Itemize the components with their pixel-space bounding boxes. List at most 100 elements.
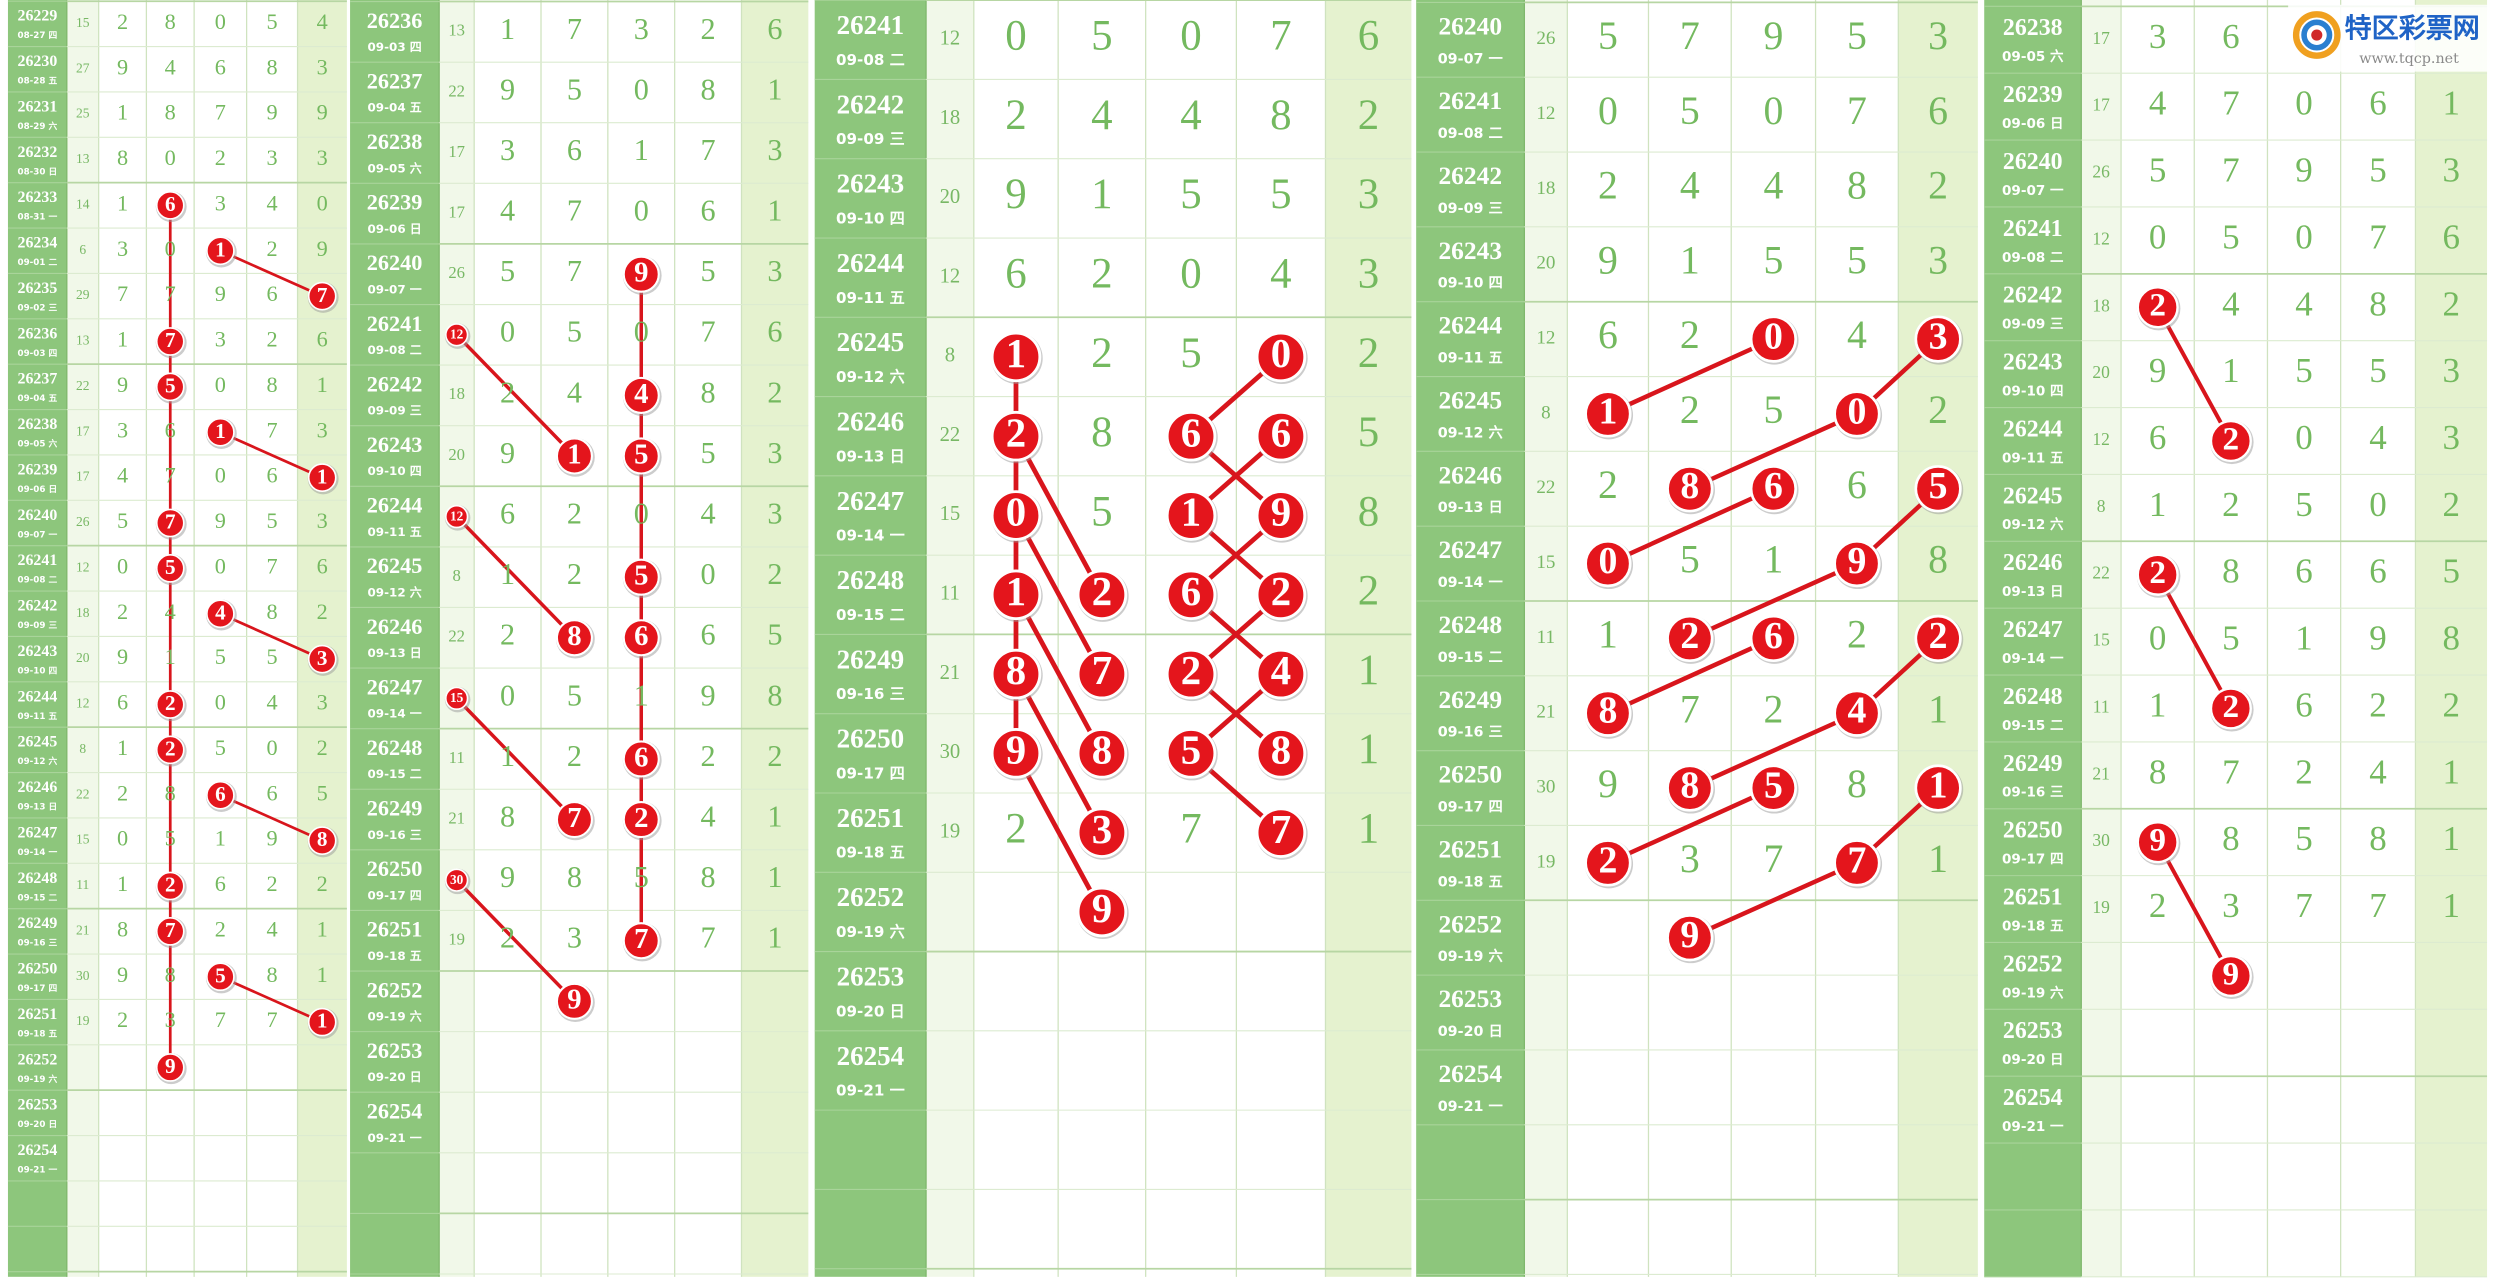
draw-date: 09-11 五 [18,711,58,722]
sum-value: 21 [940,662,961,684]
digit: 9 [500,72,515,106]
issue-number: 26252 [1438,909,1502,938]
sum-value: 13 [448,21,465,40]
digit: 2 [500,618,515,652]
digit: 8 [567,620,581,652]
digit: 1 [215,826,226,851]
highlight-circle [1749,764,1798,812]
last-digit: 6 [1928,89,1948,133]
last-digit: 2 [2442,485,2459,524]
digit: 6 [2295,552,2312,591]
digit: 0 [701,557,716,591]
sum-value: 12 [1536,103,1555,124]
connector-line [219,612,323,661]
digit: 7 [165,510,176,534]
issue-number: 26241 [18,552,58,569]
grid-layer [7,0,2488,1278]
digit: 0 [1180,13,1201,60]
digit: 2 [165,691,176,715]
sum-value: 18 [76,605,90,620]
digit: 5 [634,560,648,592]
draw-date: 09-06 日 [2002,116,2063,132]
last-digit: 1 [1358,805,1379,852]
digit: 8 [2222,819,2239,858]
bg-layer [7,0,2488,1277]
sum-value: 8 [452,566,460,585]
digit: 4 [117,463,128,488]
sum-value: 15 [1536,552,1555,573]
sum-value: 30 [76,968,90,983]
sum-value: 19 [76,1013,90,1028]
last-digit: 3 [317,508,328,533]
digit: 9 [2149,351,2166,390]
draw-date: 09-21 一 [2002,1119,2064,1135]
digit: 2 [500,921,515,955]
issue-number: 26253 [18,1097,58,1114]
digit: 0 [215,463,226,488]
highlight-circle [155,508,185,538]
digit: 7 [267,1007,278,1032]
digit: 8 [117,145,128,170]
sum-value: 14 [76,196,90,211]
digit: 0 [1763,89,1783,133]
digit: 6 [1598,313,1618,357]
digit: 5 [1270,171,1291,218]
digit: 0 [2149,217,2166,256]
highlight-circle [1255,648,1307,700]
digit: 7 [701,921,716,955]
circles-layer [155,191,2254,1085]
highlight-circle [1255,410,1307,462]
issue-number: 26249 [1438,685,1502,714]
digit: 8 [1271,728,1291,773]
connector-line [1606,786,1775,865]
digit: 5 [1091,488,1112,535]
digit: 8 [267,962,278,987]
highlight-circle [990,569,1042,621]
digit: 8 [2222,552,2239,591]
digit: 6 [267,463,278,488]
digit: 8 [567,860,582,894]
last-digit: 4 [317,9,328,34]
last-digit: 3 [1358,171,1379,218]
connector-line [1688,411,1858,491]
highlight-circle [2136,286,2179,329]
digit-columns [973,0,1326,1277]
digit: 8 [1091,409,1112,456]
digit: 2 [634,802,648,834]
issue-number: 26254 [2003,1085,2063,1111]
issue-number: 26236 [18,325,58,342]
issue-number: 26244 [837,248,905,278]
last-digit: 0 [317,190,328,215]
sum-value: 27 [76,60,90,75]
issue-number: 26253 [2003,1018,2063,1044]
draw-date: 09-21 一 [836,1082,905,1100]
digit: 5 [165,555,176,579]
issue-column [7,0,67,1277]
issue-number: 26246 [18,779,58,796]
last-digit: 8 [2442,619,2459,658]
digit: 8 [267,372,278,397]
digit: 2 [567,497,582,531]
issue-number: 26230 [18,53,58,70]
digit: 9 [1847,540,1866,582]
issue-number: 26250 [2003,818,2063,844]
digit: 2 [117,1007,128,1032]
digit: 3 [634,12,649,46]
draw-date: 09-15 二 [18,893,58,903]
digit: 6 [500,497,515,531]
draw-date: 09-09 三 [1438,201,1503,217]
last-digit: 3 [1929,316,1948,358]
connector-line [1688,711,1858,791]
sum-value: 26 [2092,162,2110,182]
digit: 2 [2223,688,2240,725]
highlight-circle [445,686,469,711]
digit: 5 [267,9,278,34]
highlight-circle [155,372,185,402]
highlight-circle [1255,331,1307,383]
digit: 4 [1270,251,1291,298]
digit: 1 [500,557,515,591]
digit: 0 [1006,490,1026,535]
digit: 0 [634,497,649,531]
issue-number: 26241 [367,311,423,336]
digit: 8 [1847,164,1867,208]
